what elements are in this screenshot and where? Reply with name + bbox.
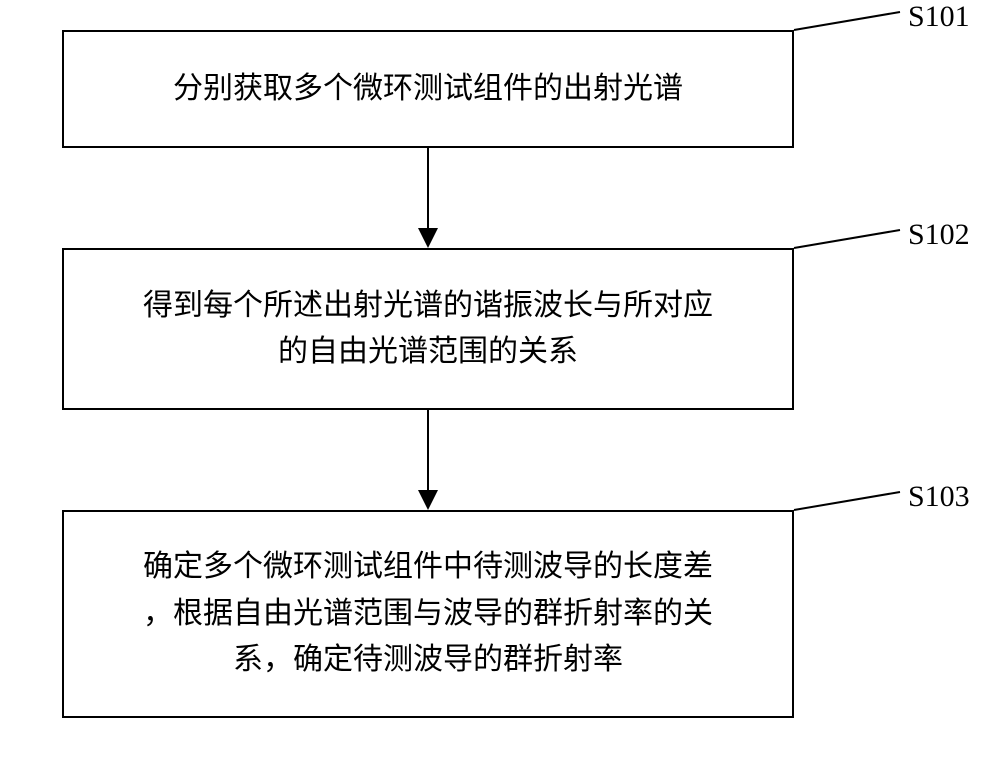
callout-line-3 [0, 0, 1000, 763]
flowchart-canvas: 分别获取多个微环测试组件的出射光谱 S101 得到每个所述出射光谱的谐振波长与所… [0, 0, 1000, 763]
step-label-3: S103 [908, 480, 970, 514]
